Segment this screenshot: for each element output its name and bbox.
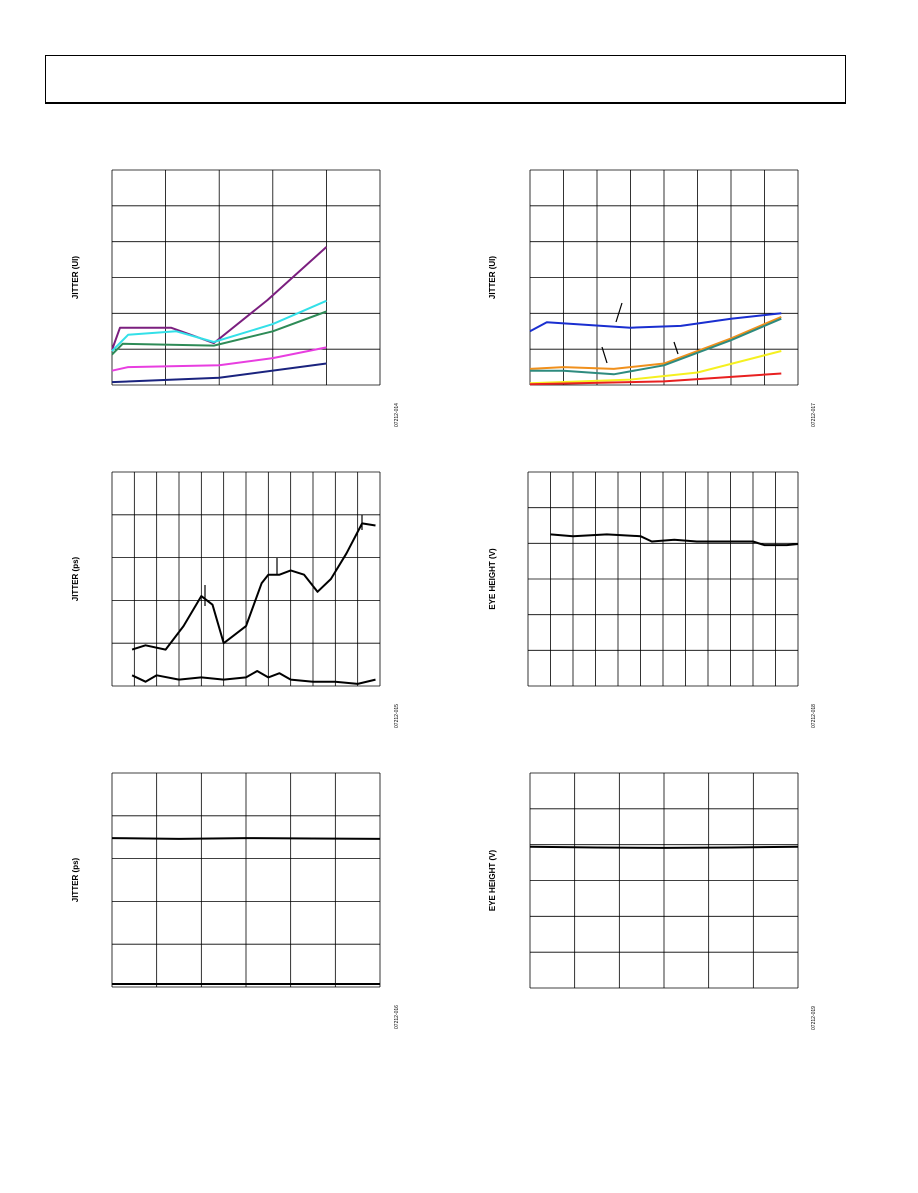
series-line <box>529 312 782 333</box>
series-line <box>131 522 376 651</box>
figure-id: 07212-019 <box>811 1006 817 1030</box>
series-line <box>111 346 327 372</box>
figure-id: 07212-017 <box>811 403 817 427</box>
y-axis-label: JITTER (UI) <box>71 256 80 299</box>
arrow <box>601 346 608 364</box>
figure-id: 07212-014 <box>394 403 400 427</box>
series-line <box>111 299 327 352</box>
series-line <box>111 310 327 356</box>
series-line <box>529 372 782 386</box>
arrow <box>615 302 623 323</box>
y-axis-label: JITTER (UI) <box>488 256 497 299</box>
y-axis-label: JITTER (ps) <box>71 857 80 902</box>
figure-id: 07212-015 <box>394 704 400 728</box>
figure-id: 07212-016 <box>394 1005 400 1029</box>
series-line <box>530 317 782 376</box>
series-line <box>529 350 782 385</box>
y-axis-label: EYE HEIGHT (V) <box>488 849 497 911</box>
series-line <box>529 845 799 849</box>
header-box <box>45 55 846 104</box>
series-line <box>131 670 376 685</box>
y-axis-label: JITTER (ps) <box>71 556 80 601</box>
y-axis-label: EYE HEIGHT (V) <box>488 548 497 610</box>
annotation-arrows <box>204 302 679 606</box>
series-line <box>529 315 782 370</box>
series-line <box>550 533 799 547</box>
series-line <box>111 837 381 840</box>
series-line <box>111 362 327 384</box>
arrow <box>673 341 679 355</box>
figure-id: 07212-018 <box>811 704 817 728</box>
